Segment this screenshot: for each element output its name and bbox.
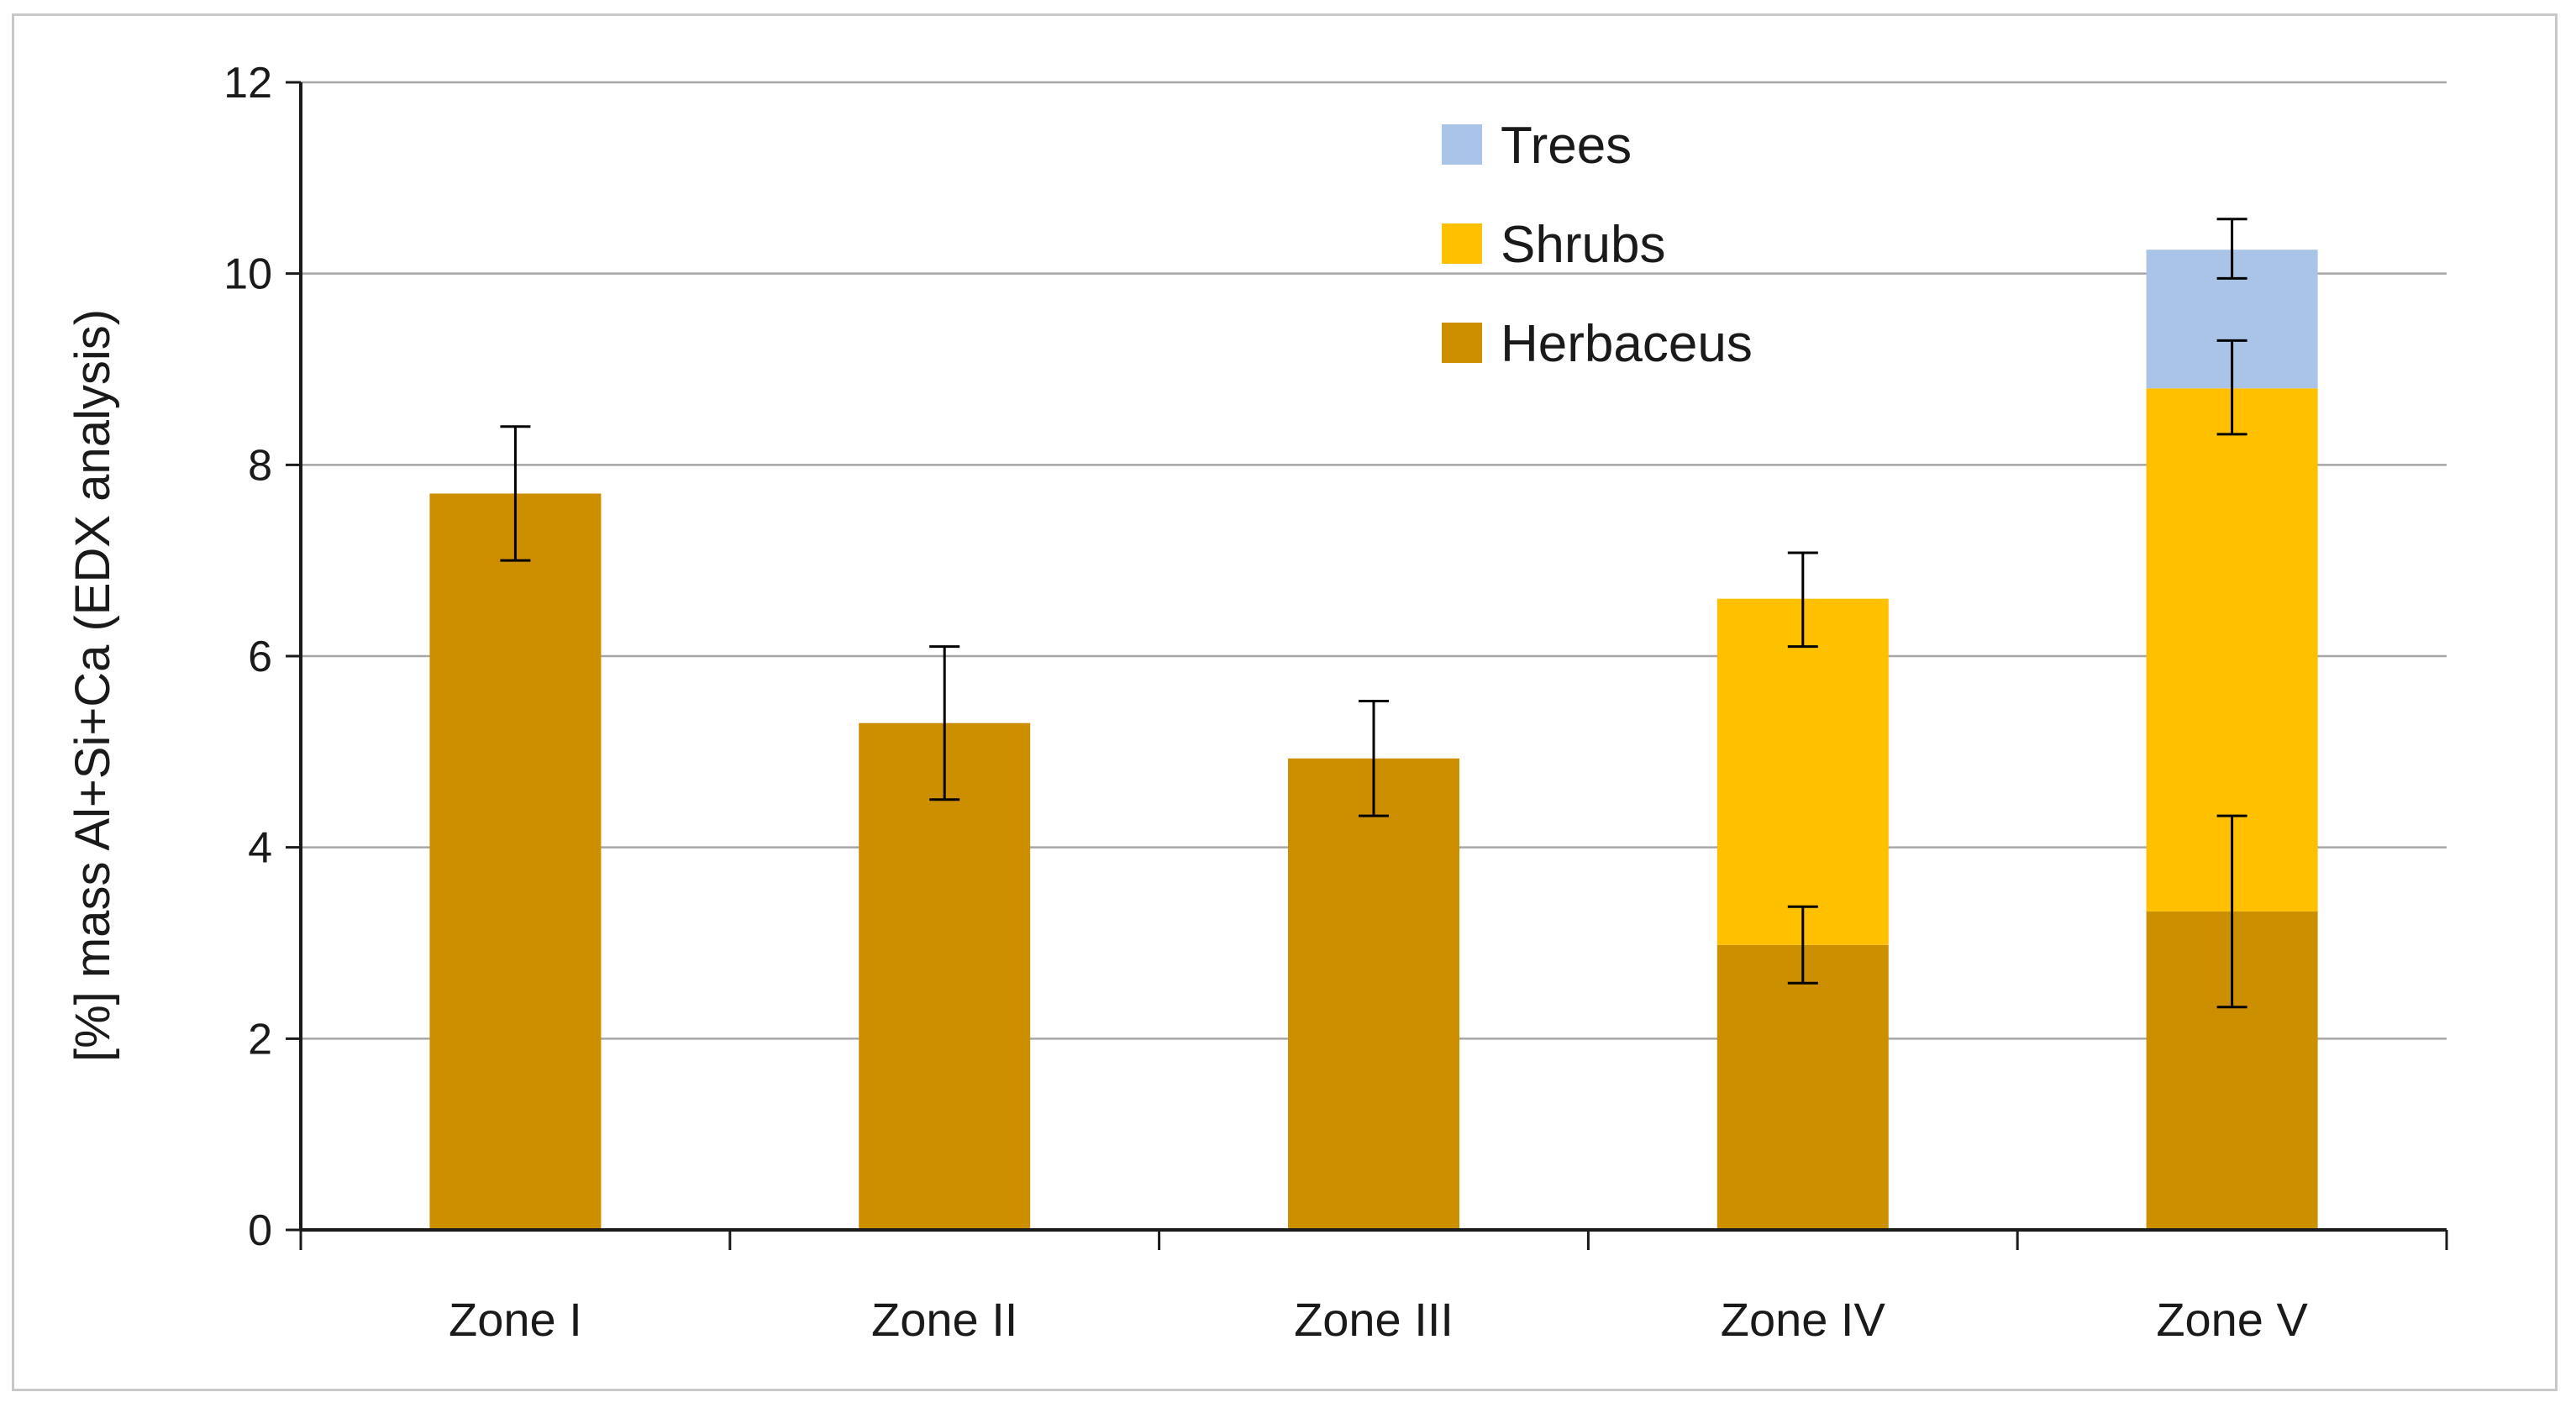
legend-label-herbaceus: Herbaceus <box>1501 315 1753 373</box>
bar-herbaceus-zone-iii <box>1288 758 1459 1230</box>
bar-shrubs-zone-iv <box>1716 598 1889 945</box>
error-bar-shrubs-zone-iv <box>1787 551 1818 649</box>
bar-herbaceus-zone-i <box>429 493 602 1230</box>
error-bar-herbaceus-zone-iii <box>1359 700 1389 817</box>
y-tick-label-0: 0 <box>248 1206 272 1255</box>
y-tick-label-6: 6 <box>248 633 272 681</box>
bar-herbaceus-zone-iv <box>1716 944 1889 1230</box>
y-tick-label-10: 10 <box>223 250 272 299</box>
gridlines <box>301 81 2447 1040</box>
legend: Trees Shrubs Herbaceus <box>1442 117 1753 373</box>
error-bar-herbaceus-zone-v <box>2216 814 2247 1009</box>
x-tick-label-zone-ii: Zone II <box>871 1293 1017 1346</box>
error-bars <box>500 218 2247 1009</box>
x-tick-label-zone-v: Zone V <box>2156 1293 2308 1346</box>
error-bar-herbaceus-zone-i <box>500 425 531 562</box>
y-axis-title: [%] mass Al+Si+Ca (EDX analysis) <box>66 309 120 1062</box>
error-bar-shrubs-zone-v <box>2216 339 2247 436</box>
error-bar-herbaceus-zone-ii <box>929 645 960 801</box>
y-tick-label-12: 12 <box>223 59 272 108</box>
y-tick-label-8: 8 <box>248 441 272 490</box>
bar-herbaceus-zone-ii <box>859 722 1031 1230</box>
bars <box>429 250 2318 1230</box>
axes <box>286 81 2448 1250</box>
y-tick-label-4: 4 <box>248 824 272 873</box>
x-tick-label-zone-iii: Zone III <box>1294 1293 1454 1346</box>
legend-swatch-trees <box>1442 124 1482 165</box>
y-tick-label-2: 2 <box>248 1015 272 1064</box>
legend-swatch-herbaceus <box>1442 323 1482 363</box>
x-tick-label-zone-iv: Zone IV <box>1721 1293 1886 1346</box>
legend-swatch-shrubs <box>1442 223 1482 264</box>
axis-labels: 0 2 4 6 8 10 12 Zone I Zone II Zone III Zone IV Zon… <box>223 59 2308 1346</box>
error-bar-trees-zone-v <box>2216 218 2247 280</box>
legend-label-shrubs: Shrubs <box>1501 216 1665 274</box>
error-bar-herbaceus-zone-iv <box>1787 905 1818 985</box>
legend-label-trees: Trees <box>1501 117 1632 175</box>
x-tick-label-zone-i: Zone I <box>449 1293 582 1346</box>
